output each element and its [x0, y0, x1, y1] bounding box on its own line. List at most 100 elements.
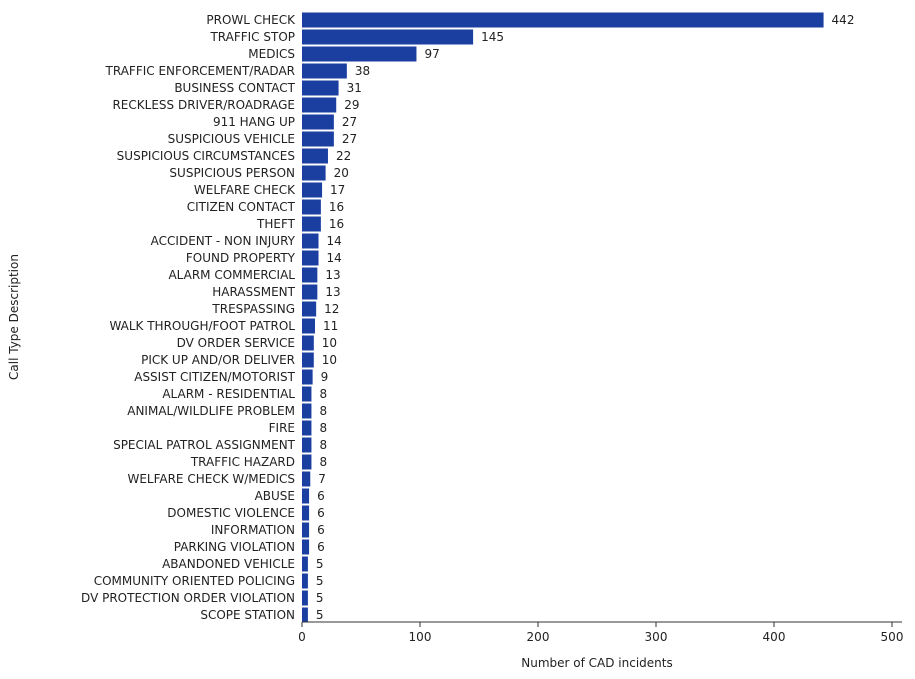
category-label: FOUND PROPERTY [186, 251, 296, 265]
bar [302, 182, 323, 198]
bar [302, 420, 312, 436]
value-label: 27 [342, 115, 357, 129]
category-label: BUSINESS CONTACT [174, 81, 295, 95]
value-label: 7 [318, 472, 326, 486]
value-label: 11 [323, 319, 338, 333]
x-tick-label: 300 [645, 630, 668, 644]
value-label: 6 [317, 506, 325, 520]
bar [302, 488, 310, 504]
category-label: TRAFFIC HAZARD [190, 455, 295, 469]
x-axis: 0 100 200 300 400 500 [298, 621, 904, 644]
category-label: TRESPASSING [211, 302, 295, 316]
bar [302, 369, 313, 385]
value-label: 5 [316, 574, 324, 588]
category-label: SUSPICIOUS VEHICLE [168, 132, 295, 146]
bar [302, 522, 310, 538]
x-tick-label: 100 [409, 630, 432, 644]
bar [302, 573, 308, 589]
bar [302, 165, 326, 181]
category-label: DV PROTECTION ORDER VIOLATION [81, 591, 295, 605]
value-label: 145 [481, 30, 504, 44]
x-tick-label: 500 [881, 630, 904, 644]
category-label: ACCIDENT - NON INJURY [151, 234, 296, 248]
bar [302, 97, 337, 113]
value-label: 13 [325, 268, 340, 282]
bar [302, 63, 347, 79]
category-label: ABUSE [255, 489, 295, 503]
category-label: ASSIST CITIZEN/MOTORIST [134, 370, 295, 384]
bar [302, 216, 321, 232]
category-label: CITIZEN CONTACT [187, 200, 296, 214]
bar [302, 46, 417, 62]
value-label: 14 [327, 251, 342, 265]
category-label: DOMESTIC VIOLENCE [167, 506, 295, 520]
bars-layer [302, 12, 824, 623]
bar [302, 437, 312, 453]
category-label: TRAFFIC ENFORCEMENT/RADAR [105, 64, 295, 78]
category-label: SCOPE STATION [200, 608, 295, 622]
value-label: 97 [424, 47, 439, 61]
category-label: MEDICS [248, 47, 295, 61]
bar [302, 148, 328, 164]
bar [302, 29, 474, 45]
bar [302, 386, 312, 402]
value-label: 8 [319, 455, 327, 469]
category-label: ANIMAL/WILDLIFE PROBLEM [127, 404, 295, 418]
category-label: 911 HANG UP [213, 115, 295, 129]
value-label: 29 [344, 98, 359, 112]
value-label: 13 [325, 285, 340, 299]
bar [302, 267, 318, 283]
value-label: 22 [336, 149, 351, 163]
bar [302, 403, 312, 419]
bar [302, 12, 824, 28]
bar [302, 607, 308, 623]
y-axis-title: Call Type Description [7, 254, 21, 380]
category-label: INFORMATION [211, 523, 295, 537]
bar [302, 590, 308, 606]
category-label: ABANDONED VEHICLE [162, 557, 295, 571]
value-label: 16 [329, 200, 344, 214]
value-label: 17 [330, 183, 345, 197]
bar [302, 80, 339, 96]
bar [302, 556, 308, 572]
bar [302, 318, 315, 334]
category-label: THEFT [256, 217, 296, 231]
bar [302, 352, 314, 368]
category-label: RECKLESS DRIVER/ROADRAGE [112, 98, 295, 112]
category-label: SUSPICIOUS PERSON [169, 166, 295, 180]
category-label: ALARM - RESIDENTIAL [162, 387, 295, 401]
bar [302, 199, 321, 215]
category-label: FIRE [269, 421, 295, 435]
category-label: WELFARE CHECK [194, 183, 296, 197]
value-label: 5 [316, 557, 324, 571]
value-label: 27 [342, 132, 357, 146]
value-label: 6 [317, 540, 325, 554]
category-label: HARASSMENT [212, 285, 295, 299]
value-label: 8 [319, 438, 327, 452]
value-labels: 4421459738312927272220171616141413131211… [316, 13, 855, 622]
value-label: 12 [324, 302, 339, 316]
value-label: 20 [334, 166, 349, 180]
category-label: ALARM COMMERCIAL [168, 268, 295, 282]
x-tick-label: 0 [298, 630, 306, 644]
x-tick-label: 200 [527, 630, 550, 644]
category-label: PROWL CHECK [206, 13, 296, 27]
bar [302, 131, 334, 147]
x-tick-label: 400 [763, 630, 786, 644]
value-label: 8 [319, 387, 327, 401]
bar [302, 284, 318, 300]
bar [302, 454, 312, 470]
bar [302, 250, 319, 266]
value-label: 8 [319, 421, 327, 435]
value-label: 8 [319, 404, 327, 418]
bar [302, 335, 314, 351]
category-label: WALK THROUGH/FOOT PATROL [109, 319, 295, 333]
value-label: 6 [317, 489, 325, 503]
category-label: COMMUNITY ORIENTED POLICING [94, 574, 295, 588]
x-axis-title: Number of CAD incidents [521, 656, 672, 670]
bar [302, 301, 317, 317]
bar [302, 114, 334, 130]
category-label: SPECIAL PATROL ASSIGNMENT [113, 438, 296, 452]
